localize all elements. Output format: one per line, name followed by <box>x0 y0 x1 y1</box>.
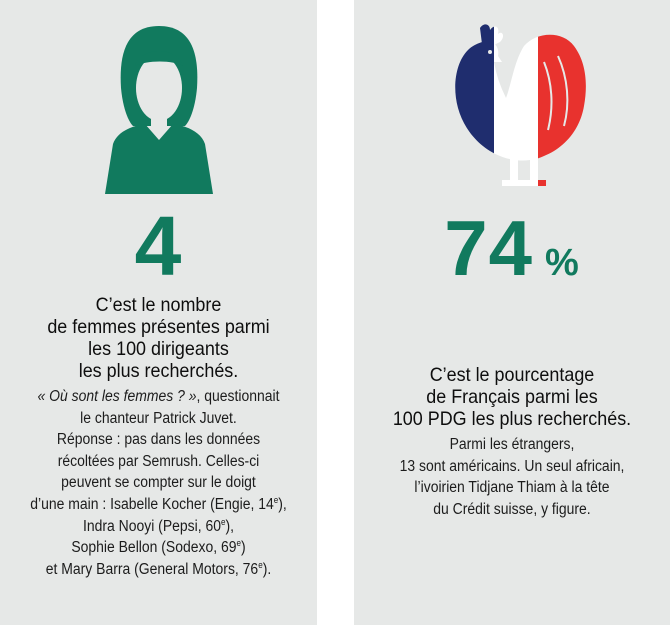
body-line: 13 sont américains. Un seul africain, <box>399 457 625 475</box>
body-line: peuvent se compter sur le doigt <box>61 474 256 492</box>
body-line: « Où sont les femmes ? », questionnait <box>37 388 280 405</box>
headline-line: de Français parmi les <box>426 386 598 408</box>
woman-icon <box>105 26 213 194</box>
headline-line: C’est le pourcentage <box>429 364 595 386</box>
body-line: récoltées par Semrush. Celles-ci <box>57 452 260 470</box>
women-body-text: « Où sont les femmes ? », questionnait l… <box>16 386 301 580</box>
headline-line: de femmes présentes parmi <box>47 316 270 338</box>
french-ceo-stat-panel: 74% C’est le pourcentage de Français par… <box>354 0 670 625</box>
body-line: d’une main : Isabelle Kocher (Engie, 14e… <box>30 494 287 513</box>
french-rooster-icon <box>455 24 586 186</box>
women-count-value: 4 <box>134 199 183 293</box>
body-line: Parmi les étrangers, <box>449 436 575 453</box>
body-line: Sophie Bellon (Sodexo, 69e) <box>71 538 246 557</box>
headline-line: les 100 dirigeants <box>88 338 229 360</box>
women-count: 4 <box>0 204 317 288</box>
body-line: et Mary Barra (General Motors, 76e). <box>45 559 272 578</box>
body-line: Réponse : pas dans les données <box>56 431 261 449</box>
french-ceo-body-text: Parmi les étrangers, 13 sont américains.… <box>370 434 654 520</box>
french-ceo-headline: C’est le pourcentage de Français parmi l… <box>367 364 658 430</box>
body-line: l’ivoirien Tidjane Thiam à la tête <box>414 479 610 497</box>
body-line: le chanteur Patrick Juvet. <box>80 409 237 427</box>
headline-line: 100 PDG les plus recherchés. <box>392 408 632 430</box>
french-ceo-percentage: 74% <box>354 208 670 303</box>
body-line: du Crédit suisse, y figure. <box>433 500 591 518</box>
women-stat-panel: 4 C’est le nombre de femmes présentes pa… <box>0 0 317 625</box>
women-headline: C’est le nombre de femmes présentes parm… <box>13 294 305 382</box>
body-line: Indra Nooyi (Pepsi, 60e), <box>82 516 235 535</box>
headline-line: C’est le nombre <box>95 294 222 316</box>
percentage-value: 74 <box>444 204 533 292</box>
headline-line: les plus recherchés. <box>78 360 239 382</box>
juvet-quote: « Où sont les femmes ? » <box>37 388 197 405</box>
percent-sign: % <box>544 242 580 284</box>
